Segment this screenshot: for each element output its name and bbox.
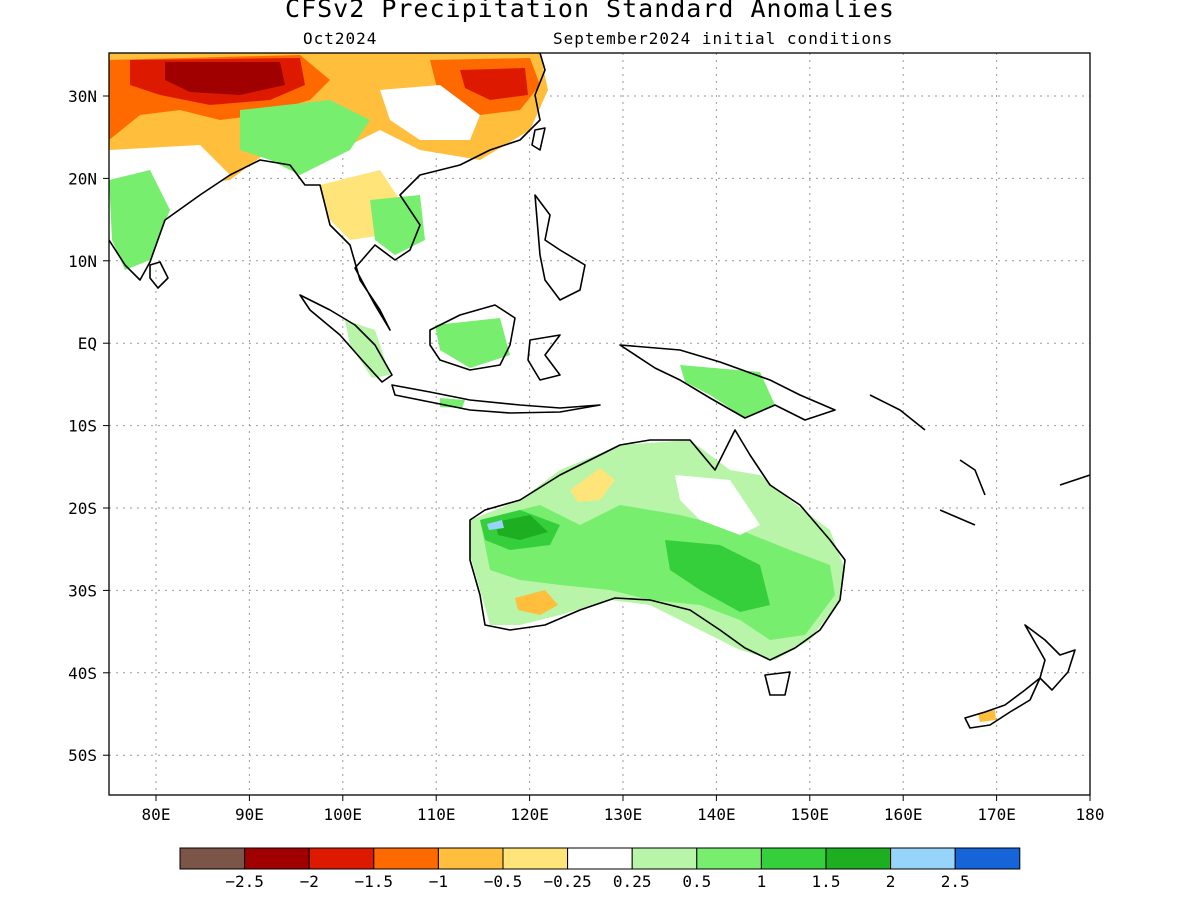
lat-tick-label: 30N xyxy=(68,87,97,106)
sumatra-wet xyxy=(345,320,390,378)
sw-australia-dry xyxy=(515,590,558,615)
lon-tick-label: 180 xyxy=(1076,805,1105,824)
tasmania-coast xyxy=(764,671,791,696)
legend-label: −2.5 xyxy=(225,872,264,891)
map-title: CFSv2 Precipitation Standard Anomalies xyxy=(285,0,895,23)
legend-label: 1 xyxy=(757,872,767,891)
indochina-wet xyxy=(370,195,425,255)
color-legend: −2.5 −2 −1.5 −1 −0.5 −0.25 0.25 0.5 1 1.5 2 2.5 xyxy=(179,847,1021,891)
lon-tick-label: 150E xyxy=(791,805,830,824)
tibet-extreme-dry xyxy=(165,62,285,95)
java-coast xyxy=(391,384,601,414)
philippines-coast xyxy=(534,194,586,301)
initial-conditions-label: September2024 initial conditions xyxy=(553,29,894,48)
legend-label: 0.25 xyxy=(613,872,652,891)
legend-swatch xyxy=(760,847,827,870)
sumatra-coast xyxy=(299,294,393,383)
pacific-islands xyxy=(869,394,1090,526)
legend-label: −0.25 xyxy=(544,872,592,891)
lon-tick-label: 160E xyxy=(884,805,923,824)
lat-tick-label: 50S xyxy=(68,746,97,765)
new-zealand-north-coast xyxy=(1024,624,1076,691)
legend-swatch xyxy=(696,847,762,870)
lat-tick-label: 10N xyxy=(68,252,97,271)
legend-swatch xyxy=(373,847,439,870)
lat-tick-label: 30S xyxy=(68,581,97,600)
lon-tick-label: 120E xyxy=(510,805,549,824)
anomaly-shading xyxy=(109,53,996,722)
lat-tick-label: 20S xyxy=(68,499,97,518)
legend-swatch xyxy=(631,847,698,870)
legend-swatch xyxy=(825,847,892,870)
lon-tick-label: 80E xyxy=(142,805,171,824)
lat-tick-label: EQ xyxy=(78,334,97,353)
legend-label: 2 xyxy=(886,872,896,891)
lon-tick-label: 170E xyxy=(977,805,1016,824)
borneo-wet xyxy=(435,318,510,368)
sulawesi-coast xyxy=(527,334,561,381)
legend-swatch xyxy=(954,847,1021,870)
east-china-neutral xyxy=(380,85,480,140)
india-wet-anomaly xyxy=(109,170,170,270)
legend-swatch xyxy=(244,847,310,870)
lon-tick-label: 130E xyxy=(604,805,643,824)
lat-tick-label: 10S xyxy=(68,417,97,436)
australia-coast xyxy=(469,429,846,661)
taiwan-coast xyxy=(531,127,546,151)
lon-tick-label: 140E xyxy=(697,805,736,824)
legend-swatch xyxy=(567,847,633,870)
china-strong-dry xyxy=(460,68,528,100)
sri-lanka-coast xyxy=(149,261,169,289)
central-australia-strong-wet xyxy=(665,540,770,612)
graticule xyxy=(109,53,1090,795)
lon-tick-label: 110E xyxy=(417,805,456,824)
legend-swatch xyxy=(502,847,569,870)
new-guinea-wet xyxy=(680,365,775,418)
legend-swatch xyxy=(437,847,504,870)
new-guinea-coast xyxy=(619,344,836,421)
lon-tick-label: 90E xyxy=(235,805,264,824)
legend-label: 2.5 xyxy=(941,872,970,891)
borneo-coast xyxy=(429,304,516,371)
pilbara-wet-spot xyxy=(487,520,504,530)
legend-label: 0.5 xyxy=(682,872,711,891)
legend-swatch xyxy=(179,847,246,870)
legend-swatch xyxy=(890,847,956,870)
australia-very-wet xyxy=(495,515,548,540)
map-frame xyxy=(108,52,1091,796)
legend-label: −1.5 xyxy=(355,872,394,891)
coastlines xyxy=(109,53,1090,729)
new-zealand-south-coast xyxy=(964,677,1041,729)
latitude-labels: 30N 20N 10N EQ 10S 20S 30S 40S 50S xyxy=(68,87,109,765)
south-china-wet xyxy=(240,100,370,175)
lat-tick-label: 40S xyxy=(68,664,97,683)
kimberley-dry xyxy=(570,468,615,502)
legend-label: −0.5 xyxy=(484,872,523,891)
legend-label: 1.5 xyxy=(812,872,841,891)
longitude-labels: 80E 90E 100E 110E 120E 130E 140E 150E 160E 170E 18… xyxy=(142,795,1105,824)
legend-swatch xyxy=(308,847,375,870)
forecast-month: Oct2024 xyxy=(303,29,378,48)
australia-neutral-north xyxy=(675,475,760,535)
legend-label: −2 xyxy=(300,872,319,891)
lon-tick-label: 100E xyxy=(324,805,363,824)
legend-label: −1 xyxy=(429,872,448,891)
asia-coastline xyxy=(109,53,546,331)
lat-tick-label: 20N xyxy=(68,169,97,188)
